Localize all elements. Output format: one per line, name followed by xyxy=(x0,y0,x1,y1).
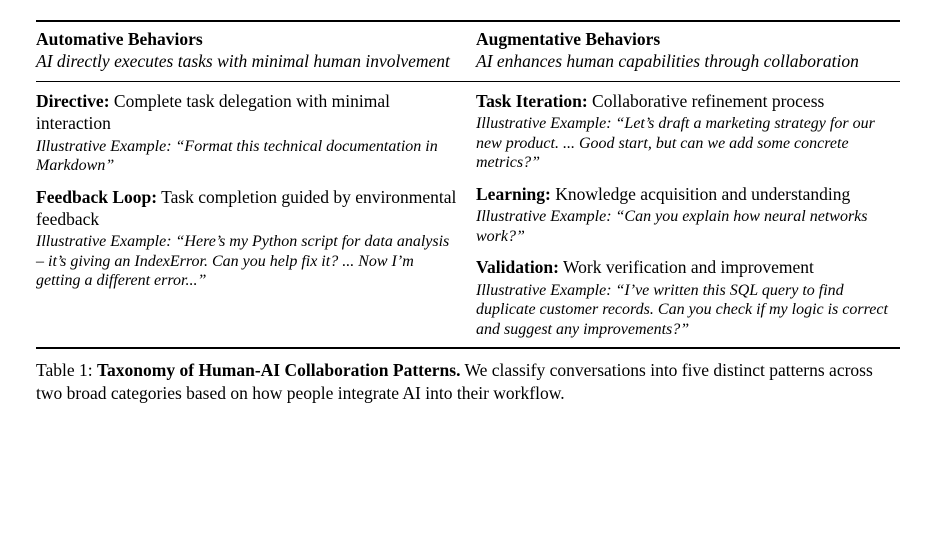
example-prefix: Illustrative Example: xyxy=(36,138,176,155)
cell-example: Illustrative Example: “Let’s draft a mar… xyxy=(476,114,892,173)
cell-example: Illustrative Example: “I’ve written this… xyxy=(476,281,892,340)
cell-line: Directive: Complete task delegation with… xyxy=(36,90,460,135)
header-left-title: Automative Behaviors xyxy=(36,28,460,50)
cell-task-iteration: Task Iteration: Collaborative refinement… xyxy=(476,90,892,173)
table-header-row: Automative Behaviors AI directly execute… xyxy=(36,22,900,81)
col-left: Directive: Complete task delegation with… xyxy=(36,82,468,347)
caption-lead: Table 1: xyxy=(36,360,97,380)
example-prefix: Illustrative Example: xyxy=(476,282,616,299)
cell-line: Task Iteration: Collaborative refinement… xyxy=(476,90,892,112)
rule-bottom xyxy=(36,347,900,349)
table-body-row: Directive: Complete task delegation with… xyxy=(36,82,900,347)
cell-line: Feedback Loop: Task completion guided by… xyxy=(36,186,460,231)
cell-feedback-loop: Feedback Loop: Task completion guided by… xyxy=(36,186,460,291)
cell-validation: Validation: Work verification and improv… xyxy=(476,256,892,339)
cell-label: Validation: xyxy=(476,257,559,277)
cell-label: Feedback Loop: xyxy=(36,187,157,207)
cell-line: Learning: Knowledge acquisition and unde… xyxy=(476,183,892,205)
cell-learning: Learning: Knowledge acquisition and unde… xyxy=(476,183,892,246)
header-left-subtitle: AI directly executes tasks with minimal … xyxy=(36,50,460,72)
cell-directive: Directive: Complete task delegation with… xyxy=(36,90,460,176)
cell-example: Illustrative Example: “Can you explain h… xyxy=(476,207,892,246)
cell-label: Task Iteration: xyxy=(476,91,588,111)
header-left: Automative Behaviors AI directly execute… xyxy=(36,26,468,75)
cell-desc: Collaborative refinement process xyxy=(588,91,825,111)
cell-label: Learning: xyxy=(476,184,551,204)
taxonomy-table: Automative Behaviors AI directly execute… xyxy=(36,20,900,349)
cell-desc: Knowledge acquisition and understanding xyxy=(551,184,850,204)
example-prefix: Illustrative Example: xyxy=(476,208,616,225)
cell-label: Directive: xyxy=(36,91,110,111)
cell-example: Illustrative Example: “Here’s my Python … xyxy=(36,232,460,291)
caption-title: Taxonomy of Human-AI Collaboration Patte… xyxy=(97,360,460,380)
header-right: Augmentative Behaviors AI enhances human… xyxy=(468,26,900,75)
table-caption: Table 1: Taxonomy of Human-AI Collaborat… xyxy=(36,359,900,405)
example-prefix: Illustrative Example: xyxy=(476,115,616,132)
example-prefix: Illustrative Example: xyxy=(36,233,176,250)
col-right: Task Iteration: Collaborative refinement… xyxy=(468,82,900,347)
header-right-subtitle: AI enhances human capabilities through c… xyxy=(476,50,892,72)
header-right-title: Augmentative Behaviors xyxy=(476,28,892,50)
cell-desc: Work verification and improvement xyxy=(559,257,814,277)
cell-example: Illustrative Example: “Format this techn… xyxy=(36,137,460,176)
cell-line: Validation: Work verification and improv… xyxy=(476,256,892,278)
